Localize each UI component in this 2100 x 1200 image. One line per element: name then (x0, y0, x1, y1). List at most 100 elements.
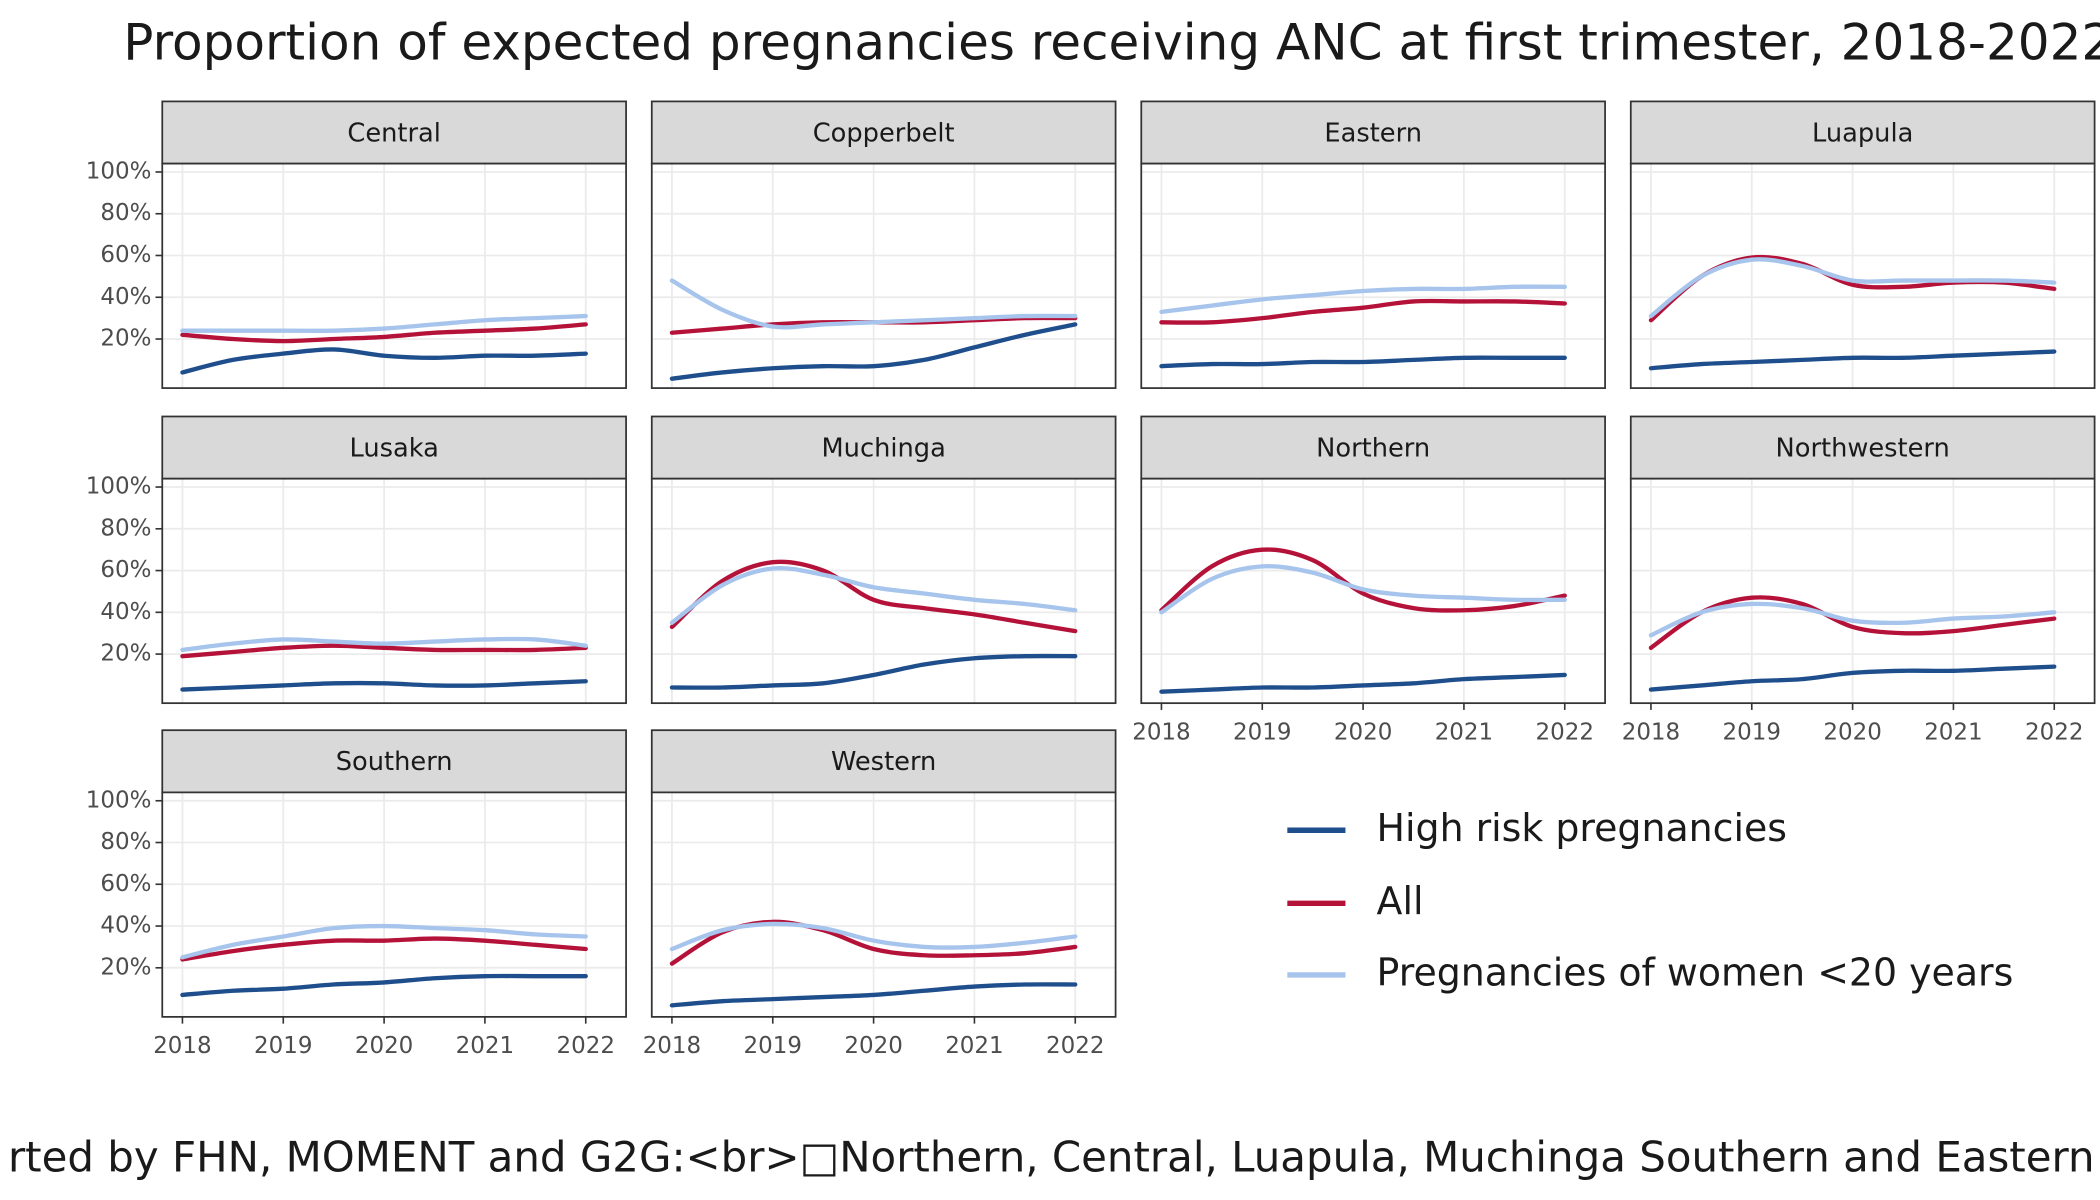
panel-border (161, 477, 627, 705)
panel (1141, 163, 1606, 389)
x-tick-label: 2022 (1046, 1033, 1104, 1059)
x-tick-label: 2022 (557, 1033, 615, 1059)
panel (162, 478, 627, 704)
panel (1630, 478, 2095, 704)
series-line (180, 636, 588, 653)
panel (651, 163, 1116, 389)
x-tick-label: 2019 (744, 1033, 802, 1059)
series-line (1648, 595, 2057, 650)
y-tick-label: 100% (86, 474, 152, 500)
y-tick-label: 60% (100, 557, 151, 583)
series-line (180, 313, 588, 333)
strip (650, 415, 1117, 480)
panel-border (650, 162, 1117, 389)
series-line (669, 278, 1078, 330)
series-line (1159, 547, 1567, 613)
series-line (180, 679, 588, 692)
chart-title: Proportion of expected pregnancies recei… (123, 13, 2100, 71)
caption: rted by FHN, MOMENT and G2G:<br>□Norther… (8, 1133, 2095, 1182)
y-tick-label: 40% (100, 599, 151, 625)
strip (650, 100, 1117, 165)
strip (1140, 100, 1606, 165)
facet-title: Northern (1316, 433, 1430, 463)
facet-title: Luapula (1812, 118, 1913, 148)
x-tick-label: 2019 (1723, 719, 1781, 745)
x-tick-label: 2018 (643, 1033, 701, 1059)
legend-label: All (1377, 879, 1424, 923)
series-line (1159, 355, 1567, 369)
strip (161, 415, 627, 480)
series-line (1159, 298, 1567, 325)
series-line (669, 982, 1078, 1008)
x-tick-label: 2018 (1622, 719, 1680, 745)
x-tick-label: 2022 (2025, 719, 2083, 745)
series-line (1159, 564, 1567, 615)
x-tick-label: 2020 (355, 1033, 413, 1059)
strip (1629, 415, 2096, 480)
series-line (1159, 672, 1567, 694)
y-tick-label: 60% (100, 242, 151, 268)
y-tick-label: 100% (86, 787, 152, 813)
panel-border (650, 477, 1117, 705)
y-tick-label: 40% (100, 913, 151, 939)
y-tick-label: 60% (100, 871, 151, 897)
series-line (180, 322, 588, 344)
series-line (1648, 664, 2057, 692)
panel-border (1140, 477, 1606, 705)
x-tick-label: 2020 (844, 1033, 902, 1059)
legend-label: High risk pregnancies (1377, 806, 1787, 850)
facet-title: Muchinga (822, 433, 946, 463)
x-tick-label: 2018 (153, 1033, 211, 1059)
strip (650, 729, 1117, 794)
strip (161, 100, 627, 165)
x-tick-label: 2018 (1132, 719, 1190, 745)
x-tick-label: 2021 (456, 1033, 514, 1059)
panel (162, 163, 627, 389)
y-tick-label: 20% (100, 326, 151, 352)
panel (651, 792, 1116, 1017)
facet-title: Eastern (1324, 118, 1422, 148)
strip (1629, 100, 2096, 165)
series-line (669, 565, 1078, 625)
panel-border (161, 162, 627, 389)
facet-title: Northwestern (1776, 433, 1950, 463)
y-tick-label: 80% (100, 829, 151, 855)
series-line (1159, 284, 1567, 315)
series-line (669, 653, 1078, 690)
panel (1630, 163, 2095, 389)
facet-title: Copperbelt (813, 118, 955, 148)
series-line (180, 936, 588, 962)
y-tick-label: 20% (100, 641, 151, 667)
facet-title: Southern (336, 747, 453, 777)
panel-border (1140, 162, 1606, 389)
facet-title: Lusaka (349, 433, 438, 463)
series-line (669, 559, 1078, 634)
series-line (180, 973, 588, 998)
series-line (1648, 349, 2057, 371)
x-tick-label: 2022 (1536, 719, 1594, 745)
panel (162, 792, 627, 1017)
series-line (180, 923, 588, 960)
strip (161, 729, 627, 794)
y-tick-label: 100% (86, 158, 152, 184)
y-tick-label: 80% (100, 200, 151, 226)
series-line (669, 921, 1078, 952)
x-tick-label: 2019 (1233, 719, 1291, 745)
y-tick-label: 80% (100, 515, 151, 541)
series-line (180, 347, 588, 375)
y-tick-label: 20% (100, 954, 151, 980)
panel-border (1629, 477, 2096, 705)
x-tick-label: 2020 (1334, 719, 1392, 745)
x-tick-label: 2020 (1823, 719, 1881, 745)
panel-border (161, 791, 627, 1018)
x-tick-label: 2019 (254, 1033, 312, 1059)
series-line (1648, 257, 2057, 319)
series-line (669, 322, 1078, 381)
facet-title: Central (347, 118, 441, 148)
panel-border (650, 791, 1117, 1018)
panel-border (1629, 162, 2096, 389)
y-tick-label: 40% (100, 284, 151, 310)
x-tick-label: 2021 (945, 1033, 1003, 1059)
strip (1140, 415, 1606, 480)
